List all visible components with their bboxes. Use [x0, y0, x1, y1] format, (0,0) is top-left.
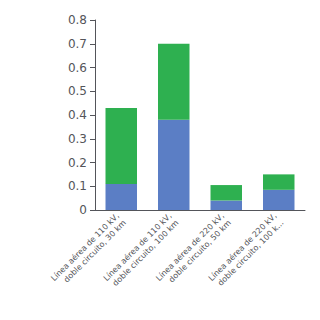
svg-text:0.6: 0.6 — [68, 61, 87, 75]
svg-text:Línea aérea de 110 kV,: Línea aérea de 110 kV, — [101, 211, 174, 283]
svg-text:doble circuito, 30 km: doble circuito, 30 km — [62, 218, 128, 285]
svg-text:Línea aérea de 220 kV,: Línea aérea de 220 kV, — [207, 211, 279, 283]
svg-text:0.1: 0.1 — [68, 179, 87, 193]
svg-text:0.7: 0.7 — [68, 37, 87, 51]
svg-text:Línea aérea de 220 kV,: Línea aérea de 220 kV, — [154, 211, 226, 283]
svg-text:0.3: 0.3 — [68, 132, 87, 146]
svg-text:doble circuito, 50 km: doble circuito, 50 km — [167, 218, 233, 285]
svg-text:0.8: 0.8 — [68, 13, 87, 27]
svg-text:0.2: 0.2 — [68, 156, 87, 170]
svg-text:0.5: 0.5 — [68, 84, 87, 98]
svg-text:0.4: 0.4 — [68, 108, 87, 122]
svg-text:doble circuito, 100 k...: doble circuito, 100 k... — [216, 218, 285, 287]
svg-text:Línea aérea de 110 kV,: Línea aérea de 110 kV, — [49, 211, 121, 283]
svg-text:doble circuito, 100 km: doble circuito, 100 km — [110, 218, 181, 288]
svg-text:0: 0 — [79, 203, 87, 217]
